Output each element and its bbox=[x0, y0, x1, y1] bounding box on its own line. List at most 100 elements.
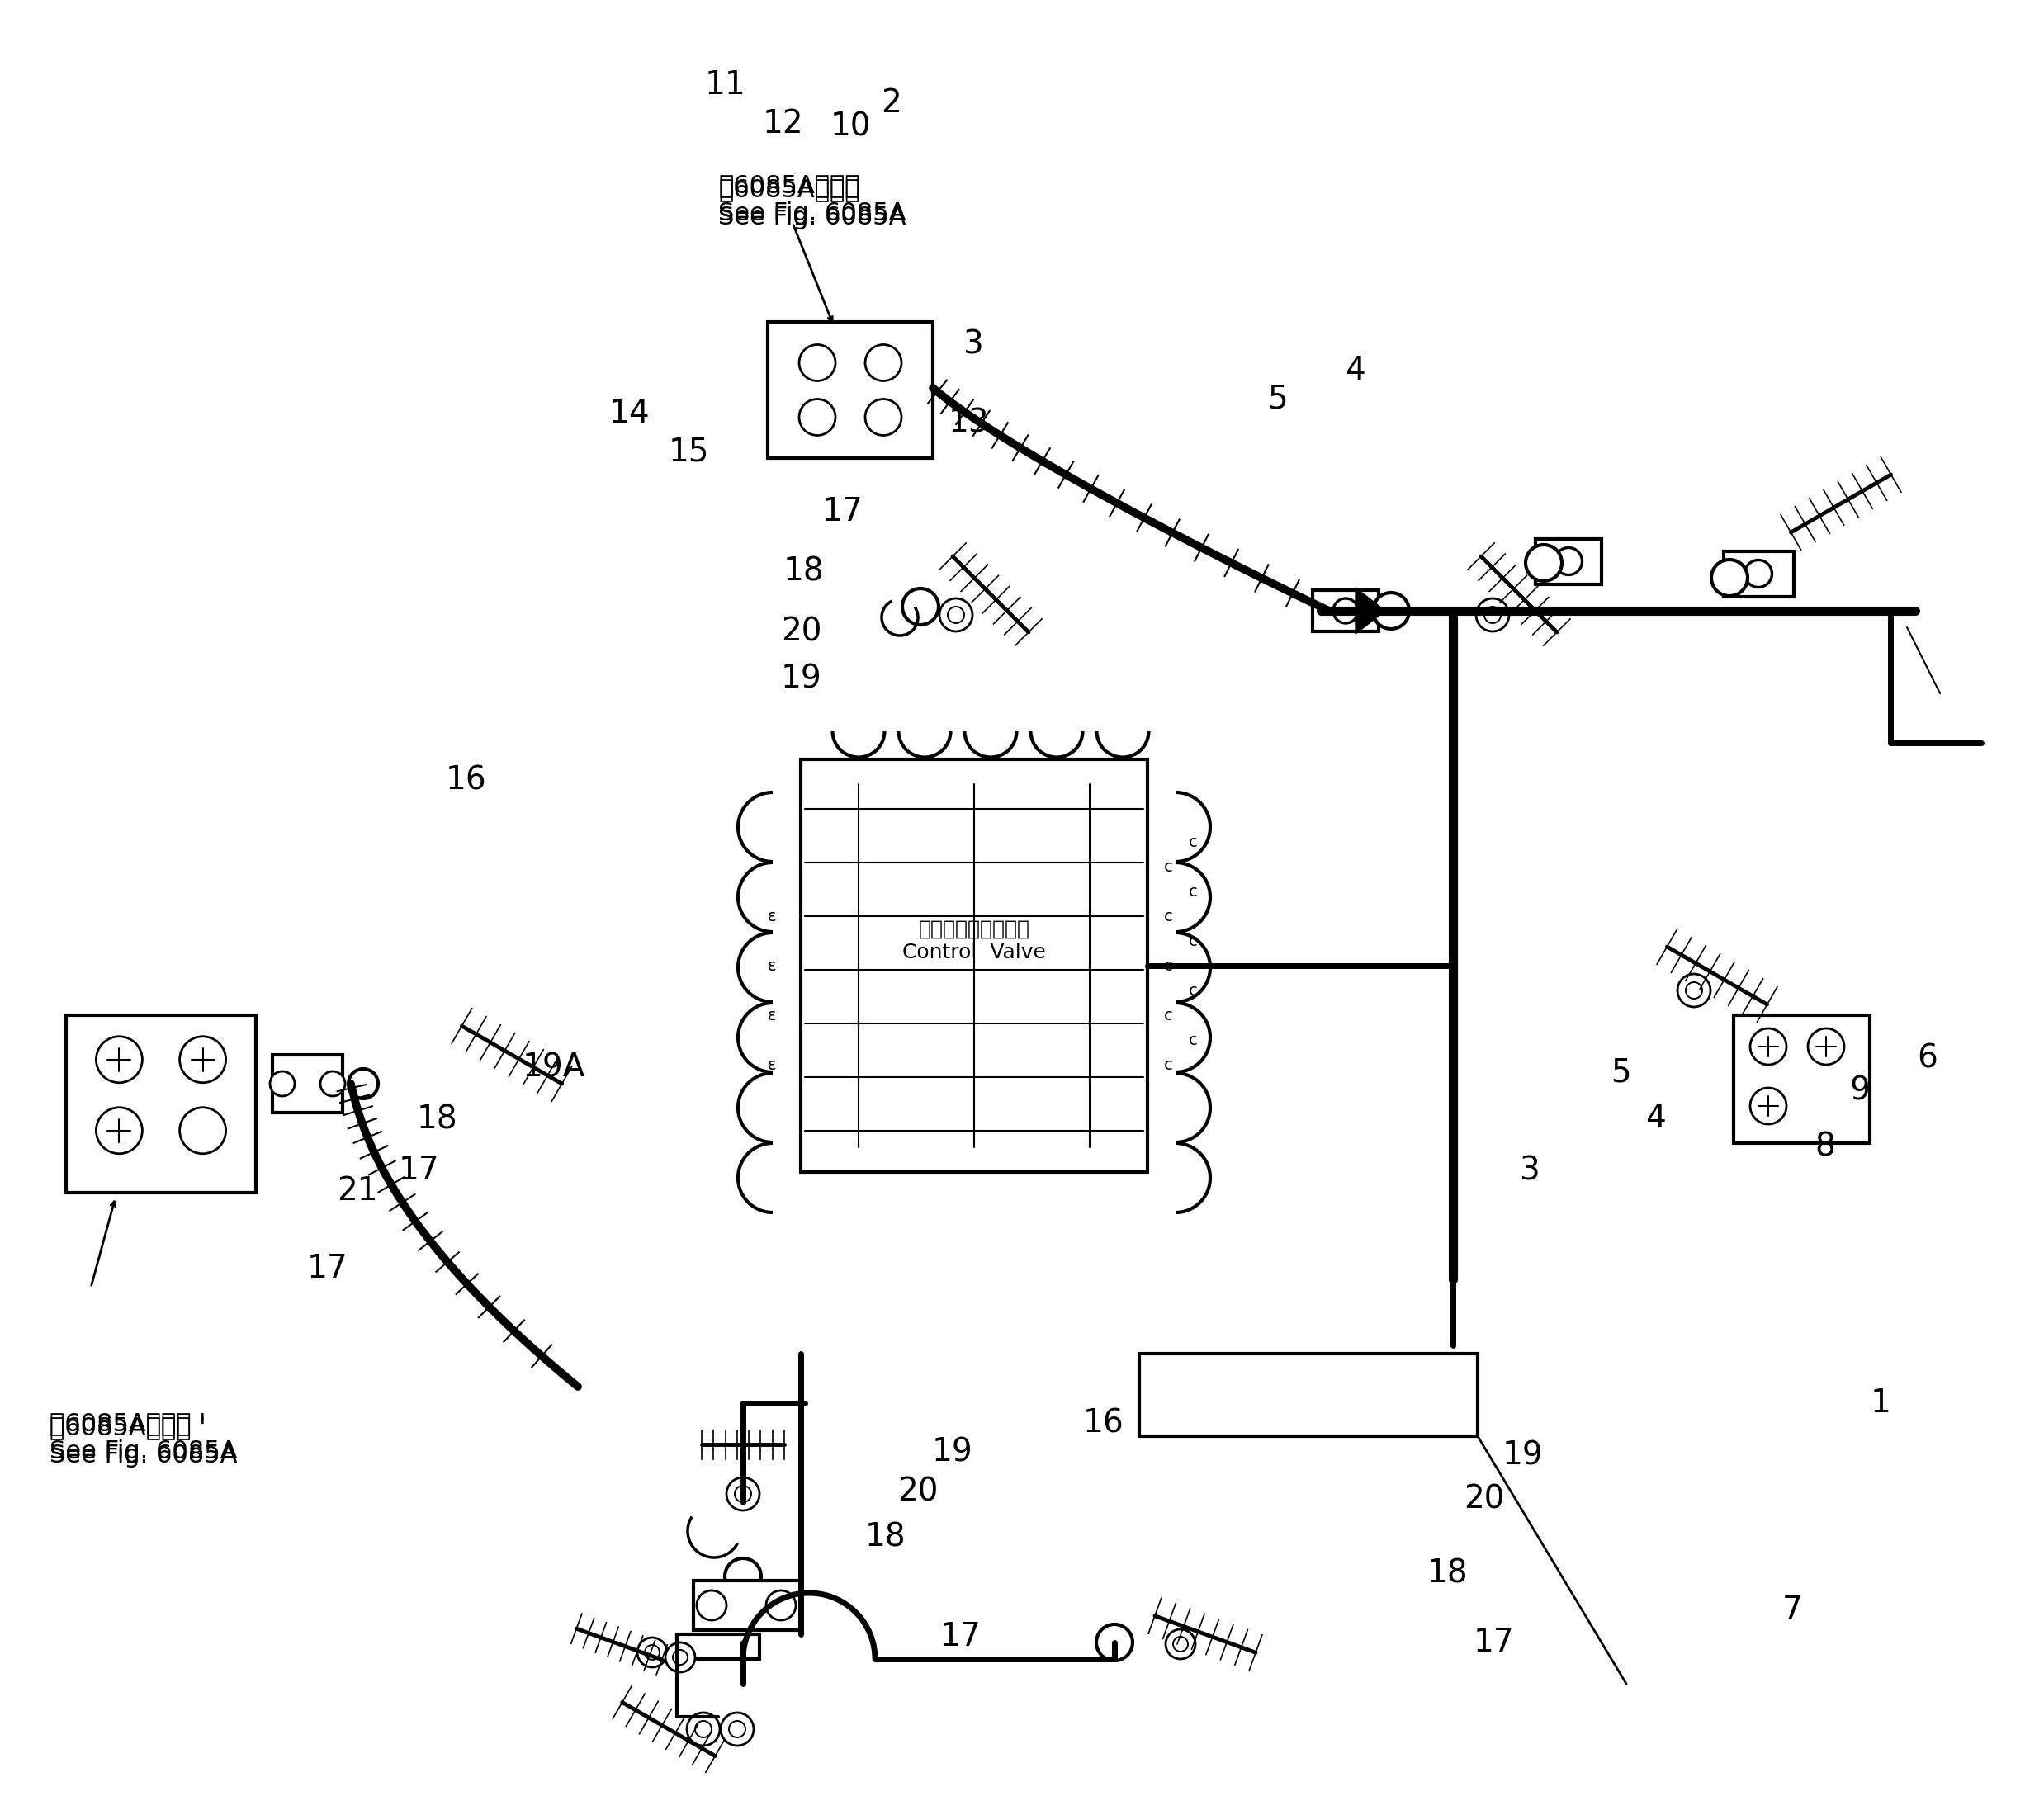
Circle shape bbox=[734, 1486, 752, 1503]
Circle shape bbox=[644, 1644, 660, 1661]
Text: c: c bbox=[1188, 982, 1198, 998]
Text: 4: 4 bbox=[1345, 354, 1365, 387]
Circle shape bbox=[1750, 1029, 1786, 1065]
Bar bbox=[272, 1055, 343, 1113]
Circle shape bbox=[730, 1721, 746, 1737]
Circle shape bbox=[672, 1650, 687, 1664]
Text: 13: 13 bbox=[948, 407, 989, 439]
Circle shape bbox=[180, 1036, 227, 1084]
Circle shape bbox=[722, 1713, 754, 1746]
Circle shape bbox=[638, 1637, 666, 1668]
Circle shape bbox=[766, 1590, 795, 1621]
Text: 10: 10 bbox=[830, 111, 871, 143]
Text: 11: 11 bbox=[705, 69, 746, 102]
Circle shape bbox=[1746, 561, 1772, 588]
Bar bbox=[769, 321, 932, 457]
Circle shape bbox=[1807, 1029, 1844, 1065]
Text: 3: 3 bbox=[963, 329, 983, 361]
Circle shape bbox=[695, 1721, 711, 1737]
Circle shape bbox=[321, 1071, 345, 1096]
Text: コントロールバルブ
Control  Valve: コントロールバルブ Control Valve bbox=[901, 920, 1047, 962]
Text: 5: 5 bbox=[1611, 1056, 1631, 1089]
Text: c: c bbox=[1188, 835, 1198, 849]
Text: c: c bbox=[1163, 858, 1173, 875]
Circle shape bbox=[1678, 975, 1711, 1007]
Text: 19: 19 bbox=[781, 662, 822, 695]
Text: 15: 15 bbox=[668, 436, 709, 468]
Circle shape bbox=[726, 1559, 760, 1595]
Text: ε: ε bbox=[769, 908, 777, 924]
Circle shape bbox=[1525, 544, 1562, 581]
Text: ε: ε bbox=[769, 1007, 777, 1024]
Circle shape bbox=[1555, 548, 1582, 575]
Text: 2: 2 bbox=[881, 87, 901, 120]
Circle shape bbox=[270, 1071, 294, 1096]
Circle shape bbox=[1173, 1637, 1188, 1652]
Text: 6: 6 bbox=[1917, 1042, 1938, 1074]
Circle shape bbox=[1476, 599, 1508, 632]
Bar bbox=[693, 1581, 801, 1630]
Text: 第6085A図参照
See Fig. 6085A: 第6085A図参照 See Fig. 6085A bbox=[717, 178, 905, 229]
Text: 17: 17 bbox=[399, 1154, 439, 1187]
Text: 17: 17 bbox=[940, 1621, 981, 1653]
Circle shape bbox=[901, 588, 938, 624]
Text: 第6085A図参照 '
See Fig. 6085A: 第6085A図参照 ' See Fig. 6085A bbox=[49, 1416, 237, 1467]
Text: 18: 18 bbox=[783, 555, 824, 588]
Text: 9: 9 bbox=[1850, 1074, 1870, 1107]
Text: c: c bbox=[1163, 958, 1173, 973]
Text: 4: 4 bbox=[1645, 1102, 1666, 1134]
Text: 16: 16 bbox=[446, 764, 486, 797]
Circle shape bbox=[96, 1107, 143, 1154]
Text: c: c bbox=[1163, 1007, 1173, 1024]
Text: 18: 18 bbox=[1427, 1557, 1468, 1590]
Circle shape bbox=[687, 1713, 719, 1746]
Bar bbox=[1733, 1015, 1870, 1143]
Circle shape bbox=[865, 345, 901, 381]
Circle shape bbox=[799, 399, 836, 436]
Circle shape bbox=[726, 1477, 760, 1510]
Text: 3: 3 bbox=[1519, 1154, 1539, 1187]
Text: 20: 20 bbox=[897, 1476, 938, 1508]
Polygon shape bbox=[1355, 588, 1386, 633]
Text: 19: 19 bbox=[932, 1436, 973, 1468]
Text: 第6085A図参照
See Fig. 6085A: 第6085A図参照 See Fig. 6085A bbox=[717, 172, 905, 225]
Text: c: c bbox=[1163, 1056, 1173, 1073]
Text: c: c bbox=[1163, 908, 1173, 924]
Text: 第6085A図参照 '
See Fig. 6085A: 第6085A図参照 ' See Fig. 6085A bbox=[49, 1412, 237, 1463]
Circle shape bbox=[697, 1590, 726, 1621]
Text: 18: 18 bbox=[417, 1104, 458, 1136]
Bar bbox=[65, 1015, 256, 1192]
Circle shape bbox=[1686, 982, 1703, 998]
Circle shape bbox=[1484, 606, 1500, 623]
Bar bbox=[1312, 590, 1378, 632]
Bar bbox=[1535, 539, 1602, 584]
Text: 14: 14 bbox=[609, 397, 650, 430]
Text: 7: 7 bbox=[1782, 1594, 1803, 1626]
Text: ε: ε bbox=[769, 1056, 777, 1073]
Text: 1: 1 bbox=[1870, 1387, 1891, 1419]
Bar bbox=[1139, 1354, 1478, 1436]
Text: 20: 20 bbox=[781, 615, 822, 648]
Circle shape bbox=[865, 399, 901, 436]
Circle shape bbox=[96, 1036, 143, 1084]
Circle shape bbox=[1165, 1630, 1196, 1659]
Text: 21: 21 bbox=[337, 1174, 378, 1207]
Text: 18: 18 bbox=[865, 1521, 905, 1554]
Circle shape bbox=[1333, 599, 1357, 623]
Text: 5: 5 bbox=[1267, 383, 1288, 416]
Circle shape bbox=[1750, 1087, 1786, 1123]
Text: 19A: 19A bbox=[523, 1051, 585, 1084]
Circle shape bbox=[1096, 1624, 1132, 1661]
Circle shape bbox=[799, 345, 836, 381]
Text: 20: 20 bbox=[1464, 1483, 1504, 1516]
Text: c: c bbox=[1188, 884, 1198, 898]
Text: 12: 12 bbox=[762, 107, 803, 140]
Text: 19: 19 bbox=[1502, 1439, 1543, 1472]
Text: 17: 17 bbox=[822, 495, 863, 528]
Text: ε: ε bbox=[769, 958, 777, 973]
Text: c: c bbox=[1188, 1033, 1198, 1047]
Circle shape bbox=[180, 1107, 227, 1154]
Circle shape bbox=[1374, 594, 1408, 630]
Bar bbox=[1723, 552, 1793, 597]
Text: 17: 17 bbox=[307, 1252, 347, 1285]
